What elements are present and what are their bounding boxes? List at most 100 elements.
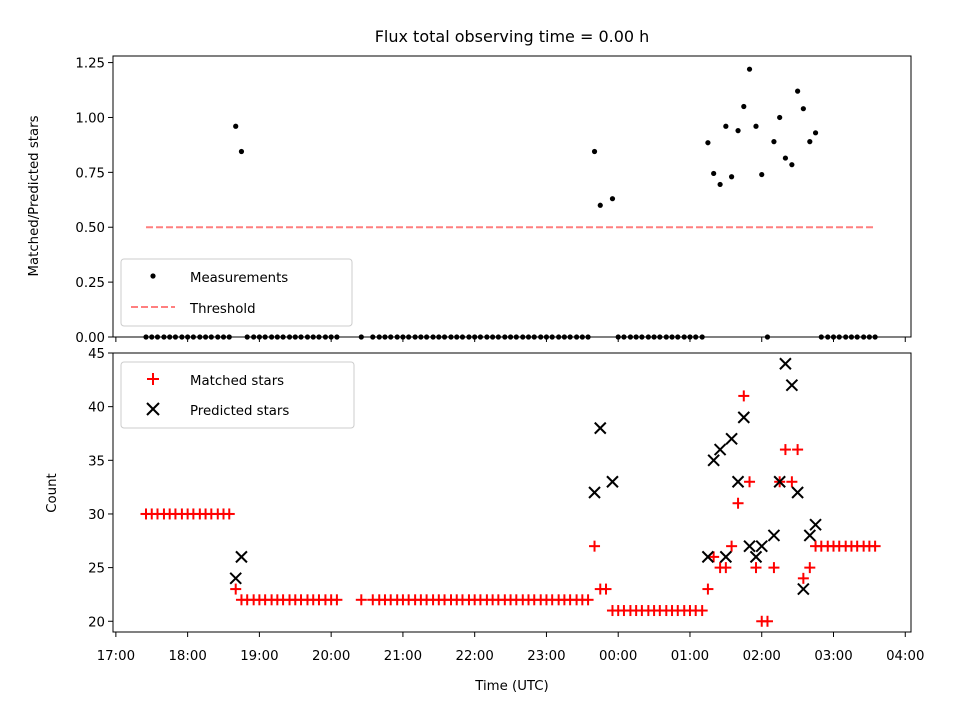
measurement-point bbox=[746, 66, 753, 72]
y-tick-label: 0.25 bbox=[75, 276, 105, 291]
predicted-stars-point bbox=[737, 411, 751, 424]
measurement-point bbox=[233, 123, 239, 129]
top-legend-frame bbox=[120, 258, 353, 327]
predicted-stars-point bbox=[797, 582, 810, 596]
matched-stars-point bbox=[779, 444, 791, 456]
predicted-stars-point bbox=[779, 357, 792, 370]
predicted-stars-point bbox=[803, 529, 817, 542]
x-tick-label: 18:00 bbox=[168, 649, 206, 664]
predicted-stars-point bbox=[809, 518, 822, 531]
bottom-plot-frame bbox=[112, 352, 912, 633]
predicted-stars-point bbox=[594, 421, 607, 435]
matched-stars-point bbox=[786, 476, 798, 488]
predicted-stars-point bbox=[731, 475, 745, 488]
predicted-stars-point bbox=[719, 550, 733, 564]
matched-stars-point bbox=[732, 497, 744, 509]
top-legend: Measurements Threshold bbox=[120, 258, 353, 327]
measurement-point bbox=[735, 128, 741, 134]
measurement-point bbox=[753, 123, 759, 129]
matched-stars-point bbox=[223, 508, 235, 520]
y-tick-label: 25 bbox=[88, 562, 105, 577]
x-tick-label: 03:00 bbox=[814, 649, 852, 664]
x-tick-label: 04:00 bbox=[886, 649, 924, 664]
matched-stars-point bbox=[792, 444, 804, 456]
measurement-point bbox=[597, 202, 603, 208]
bottom-plot-marks bbox=[140, 357, 881, 627]
top-x-axis bbox=[115, 337, 906, 342]
measurement-point bbox=[771, 139, 777, 145]
matched-stars-point bbox=[750, 562, 762, 574]
bottom-plot: 20 25 30 35 40 45 17:00 18:00 19:00 20:00 21:00 22… bbox=[45, 347, 924, 694]
matched-stars-point bbox=[797, 572, 809, 584]
y-tick-label: 1.25 bbox=[75, 57, 105, 72]
x-tick-label: 21:00 bbox=[384, 649, 422, 664]
matched-stars-point bbox=[708, 551, 720, 563]
legend-predicted-label: Predicted stars bbox=[190, 404, 289, 419]
measurement-point bbox=[728, 174, 735, 180]
legend-matched-marker bbox=[147, 373, 159, 385]
x-tick-label: 17:00 bbox=[97, 649, 135, 664]
matched-stars-point bbox=[768, 562, 780, 574]
measurement-point bbox=[591, 148, 598, 155]
x-tick-label: 00:00 bbox=[599, 649, 637, 664]
predicted-stars-point bbox=[773, 475, 786, 488]
x-tick-label: 19:00 bbox=[240, 649, 278, 664]
matched-stars-point bbox=[696, 605, 708, 617]
predicted-stars-point bbox=[707, 454, 720, 467]
measurement-point bbox=[777, 114, 783, 121]
legend-predicted-marker bbox=[146, 402, 160, 416]
legend-measurements-marker bbox=[150, 273, 156, 279]
measurement-point bbox=[782, 155, 789, 161]
x-tick-label: 22:00 bbox=[456, 649, 494, 664]
predicted-stars-point bbox=[767, 529, 781, 542]
matched-stars-point bbox=[804, 562, 816, 574]
y-tick-label: 1.00 bbox=[75, 111, 105, 126]
matched-stars-point bbox=[582, 594, 594, 606]
top-plot: 0.00 0.25 0.50 0.75 1.00 1.25 Matched/Predict… bbox=[27, 55, 912, 346]
measurement-point bbox=[705, 140, 711, 146]
measurement-point bbox=[759, 171, 765, 178]
y-tick-label: 45 bbox=[88, 347, 105, 362]
y-tick-label: 40 bbox=[88, 401, 105, 416]
predicted-stars-point bbox=[743, 539, 756, 553]
predicted-stars-point bbox=[785, 378, 799, 392]
predicted-stars-point bbox=[713, 443, 727, 456]
measurement-point bbox=[717, 181, 723, 188]
predicted-stars-point bbox=[701, 550, 715, 564]
bottom-y-axis-label: Count bbox=[45, 473, 60, 513]
matched-stars-point bbox=[726, 540, 738, 552]
measurement-point bbox=[609, 196, 616, 202]
legend-matched-label: Matched stars bbox=[190, 374, 284, 389]
matched-stars-point bbox=[761, 615, 773, 627]
y-tick-label: 35 bbox=[88, 454, 105, 469]
measurement-point bbox=[807, 139, 813, 145]
y-tick-label: 0.75 bbox=[75, 166, 105, 181]
top-y-axis-label: Matched/Predicted stars bbox=[27, 115, 42, 276]
bottom-x-axis: 17:00 18:00 19:00 20:00 21:00 22:00 23:00 00:00… bbox=[97, 632, 924, 664]
measurement-point bbox=[795, 88, 801, 94]
predicted-stars-point bbox=[749, 550, 763, 564]
y-tick-label: 20 bbox=[88, 615, 105, 630]
matched-stars-point bbox=[744, 476, 756, 488]
bottom-y-axis: 20 25 30 35 40 45 bbox=[88, 347, 113, 630]
bottom-legend-frame bbox=[120, 361, 355, 429]
predicted-stars-point bbox=[725, 432, 738, 446]
y-tick-label: 0.00 bbox=[75, 331, 105, 346]
x-tick-label: 23:00 bbox=[527, 649, 565, 664]
legend-threshold-label: Threshold bbox=[189, 302, 256, 317]
predicted-stars-point bbox=[588, 486, 601, 499]
measurement-point bbox=[238, 148, 245, 155]
top-plot-frame bbox=[112, 55, 912, 338]
measurement-point bbox=[812, 130, 819, 136]
predicted-stars-point bbox=[755, 539, 768, 553]
chart-title: Flux total observing time = 0.00 h bbox=[375, 27, 650, 46]
x-axis-label: Time (UTC) bbox=[474, 679, 549, 694]
measurement-point bbox=[800, 106, 806, 112]
matched-stars-point bbox=[702, 583, 714, 595]
matched-stars-point bbox=[355, 594, 367, 606]
measurement-point bbox=[711, 170, 717, 177]
predicted-stars-point bbox=[229, 572, 242, 585]
measurement-point bbox=[723, 123, 729, 129]
matched-stars-point bbox=[600, 583, 612, 595]
